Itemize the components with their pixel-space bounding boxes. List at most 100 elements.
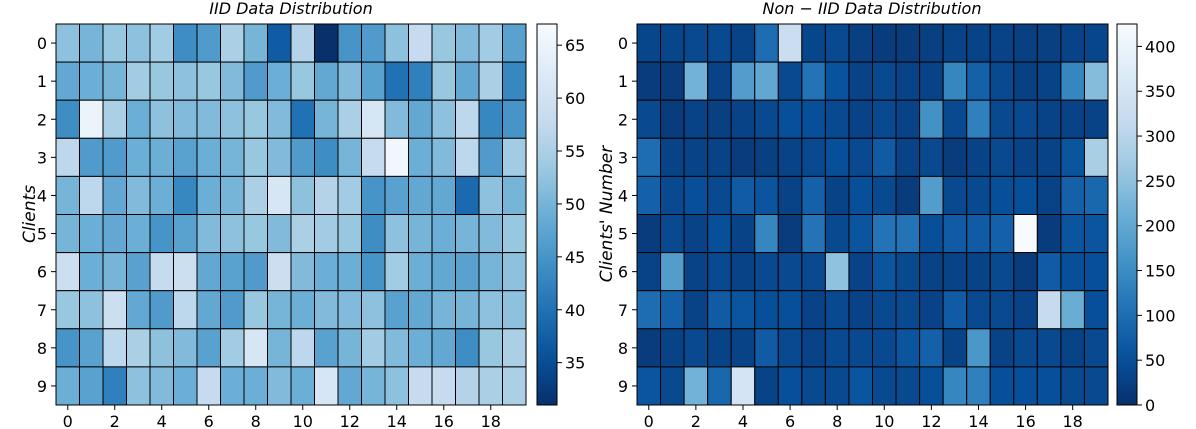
iid-cell-r4-c11 [314, 175, 339, 215]
non-iid-cell-r6-c1 [660, 252, 685, 292]
non-iid-colorbar-tick-label: 50 [1145, 351, 1165, 370]
non-iid-cell-r0-c2 [683, 23, 709, 63]
iid-cell-r4-c18 [478, 175, 503, 215]
non-iid-cell-r1-c17 [1036, 61, 1062, 101]
iid-cell-r1-c3 [126, 61, 151, 101]
non-iid-cell-r8-c7 [801, 328, 826, 368]
non-iid-cell-r1-c2 [683, 61, 709, 101]
iid-cell-r3-c15 [408, 137, 433, 177]
non-iid-cell-r8-c6 [777, 328, 803, 368]
non-iid-cell-r2-c12 [919, 99, 944, 139]
non-iid-cell-r2-c18 [1060, 99, 1085, 139]
non-iid-heatmap-panel: Non − IID Data Distribution Clients' Num… [597, 0, 1176, 429]
iid-cell-r6-c17 [455, 252, 480, 292]
non-iid-cell-r7-c0 [636, 290, 662, 330]
non-iid-cell-r5-c15 [989, 214, 1015, 254]
non-iid-cell-r7-c15 [989, 290, 1015, 330]
iid-cell-r1-c4 [149, 61, 174, 101]
iid-cell-r8-c14 [384, 328, 409, 368]
non-iid-cell-r3-c16 [1013, 137, 1038, 177]
non-iid-cell-r4-c17 [1036, 175, 1062, 215]
iid-cell-r0-c1 [79, 23, 104, 63]
non-iid-colorbar-tick-label: 400 [1145, 37, 1176, 56]
non-iid-cell-r1-c5 [754, 61, 779, 101]
non-iid-cell-r2-c19 [1083, 99, 1109, 139]
non-iid-cell-r6-c6 [777, 252, 803, 292]
iid-cell-r1-c13 [361, 61, 386, 101]
iid-cell-r9-c4 [149, 366, 174, 406]
non-iid-cell-r7-c1 [660, 290, 685, 330]
non-iid-cell-r6-c16 [1013, 252, 1038, 292]
iid-cell-r3-c8 [243, 137, 268, 177]
non-iid-cell-r5-c12 [919, 214, 944, 254]
non-iid-cell-r2-c14 [966, 99, 991, 139]
non-iid-x-ticks: 0 2 4 6 8 10 12 14 16 18 [644, 405, 1083, 429]
iid-colorbar-tick-label: 60 [565, 89, 585, 108]
non-iid-cell-r7-c16 [1013, 290, 1038, 330]
iid-cell-r3-c19 [502, 137, 527, 177]
iid-x-tick-label: 12 [340, 412, 360, 429]
non-iid-colorbar: 0 50 100 150 200 250 300 350 400 [1116, 23, 1176, 415]
iid-cell-r0-c15 [408, 23, 433, 63]
iid-cell-r3-c16 [431, 137, 456, 177]
iid-cell-r6-c16 [431, 252, 456, 292]
non-iid-cell-r4-c11 [895, 175, 921, 215]
non-iid-cell-r7-c13 [942, 290, 968, 330]
iid-cell-r0-c14 [384, 23, 409, 63]
iid-cell-r9-c13 [361, 366, 386, 406]
non-iid-cell-r7-c4 [730, 290, 756, 330]
non-iid-cell-r0-c3 [707, 23, 732, 63]
iid-cell-r9-c10 [290, 366, 315, 406]
non-iid-cell-r6-c3 [707, 252, 732, 292]
non-iid-cell-r6-c14 [966, 252, 991, 292]
non-iid-x-tick-label: 12 [921, 412, 941, 429]
iid-cell-r3-c6 [196, 137, 221, 177]
non-iid-cell-r8-c18 [1060, 328, 1085, 368]
iid-cell-r9-c15 [408, 366, 433, 406]
non-iid-cell-r5-c13 [942, 214, 968, 254]
iid-cell-r9-c7 [220, 366, 245, 406]
non-iid-cell-r0-c14 [966, 23, 991, 63]
non-iid-cell-r5-c6 [777, 214, 803, 254]
iid-cell-r4-c9 [267, 175, 292, 215]
iid-cell-r9-c12 [337, 366, 362, 406]
non-iid-cell-r0-c6 [777, 23, 803, 63]
iid-cell-r9-c18 [478, 366, 503, 406]
non-iid-y-tick-label: 5 [618, 225, 628, 244]
iid-colorbar-tick-label: 35 [565, 354, 585, 373]
non-iid-cell-r5-c0 [636, 214, 662, 254]
non-iid-cell-r4-c8 [824, 175, 850, 215]
iid-cell-r8-c10 [290, 328, 315, 368]
iid-cell-r3-c11 [314, 137, 339, 177]
non-iid-cell-r0-c8 [824, 23, 850, 63]
non-iid-cell-r1-c10 [872, 61, 897, 101]
iid-x-tick-label: 0 [63, 412, 73, 429]
non-iid-cell-r0-c12 [919, 23, 944, 63]
iid-cell-r4-c4 [149, 175, 174, 215]
non-iid-cell-r9-c1 [660, 366, 685, 406]
non-iid-cell-r7-c17 [1036, 290, 1062, 330]
iid-cell-r0-c13 [361, 23, 386, 63]
non-iid-x-tick-label: 8 [832, 412, 842, 429]
iid-cell-r5-c12 [337, 214, 362, 254]
iid-cell-r2-c11 [314, 99, 339, 139]
iid-cell-r7-c11 [314, 290, 339, 330]
non-iid-cell-r3-c14 [966, 137, 991, 177]
iid-cell-r0-c3 [126, 23, 151, 63]
iid-cell-r2-c19 [502, 99, 527, 139]
non-iid-cell-r5-c4 [730, 214, 756, 254]
iid-cell-r9-c11 [314, 366, 339, 406]
iid-cell-r7-c1 [79, 290, 104, 330]
non-iid-cell-r2-c9 [848, 99, 874, 139]
non-iid-x-tick-label: 2 [691, 412, 701, 429]
iid-cell-r5-c18 [478, 214, 503, 254]
iid-cell-r4-c0 [55, 175, 80, 215]
iid-cell-r3-c10 [290, 137, 315, 177]
iid-cell-r4-c15 [408, 175, 433, 215]
non-iid-cell-r0-c13 [942, 23, 968, 63]
non-iid-cell-r7-c5 [754, 290, 779, 330]
non-iid-cell-r4-c2 [683, 175, 709, 215]
non-iid-cell-r4-c18 [1060, 175, 1085, 215]
non-iid-colorbar-tick-label: 300 [1145, 127, 1176, 146]
non-iid-x-tick-label: 14 [968, 412, 988, 429]
